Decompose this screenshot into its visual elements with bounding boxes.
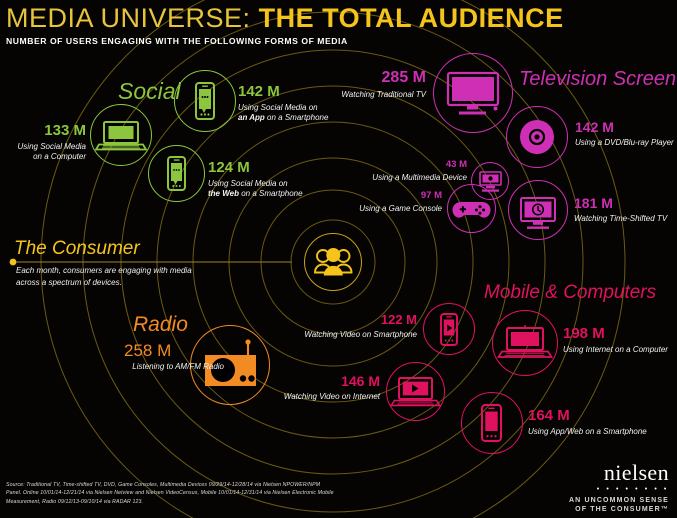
label-tv-traditional: 285 M Watching Traditional TV [332,70,426,100]
label-tv-dvd: 142 M Using a DVD/Blu-ray Player [575,120,674,148]
social-web-ring [148,145,205,202]
radio-value: 258 M [124,341,172,360]
logo-dots: • • • • • • • • [596,486,669,493]
gamepad-icon [452,202,491,218]
logo-tagline-line1: AN UNCOMMON SENSE [568,497,669,504]
radio-icon [205,339,256,386]
tv-gameconsole-ring [447,184,496,233]
radio-description: Listening to AM/FM Radio [132,362,224,371]
disc-icon [520,120,554,154]
mobile-appweb-value: 164 M [528,407,570,424]
social-web-desc-bold: the Web [208,189,239,198]
mobile-internet-pc-value: 198 M [563,325,605,342]
tv-dvd-value: 142 M [575,119,614,135]
mobile-video-phone-value: 122 M [380,312,417,327]
social-computer-desc-1: Using Social Media [17,142,86,151]
label-tv-multimedia: 43 M Using a Multimedia Device [352,160,467,183]
category-heading-mobile: Mobile & Computers [484,282,657,303]
mobile-video-net-desc: Watching Video on Internet [283,392,380,401]
nielsen-logo: nielsen • • • • • • • • AN UNCOMMON SENS… [569,462,669,515]
tv-timeshifted-value: 181 M [574,195,613,211]
mobile-internet-pc-ring [492,310,558,376]
tv-gameconsole-value: 97 M [420,190,442,201]
tv-traditional-desc: Watching Traditional TV [341,90,426,99]
category-heading-television: Television Screen [519,68,677,90]
social-app-desc-1: Using Social Media on [238,103,318,112]
laptop-icon [496,325,554,358]
social-app-desc-2: on a Smartphone [264,113,329,122]
tv-dvd-ring [506,106,568,168]
mobile-internet-pc-desc: Using Internet on a Computer [563,345,668,354]
social-web-value: 124 M [208,159,250,176]
social-computer-desc-2: on a Computer [33,152,86,161]
label-social-app: 142 M Using Social Media on an App on a … [238,84,328,123]
page-subtitle: NUMBER OF USERS ENGAGING WITH THE FOLLOW… [6,36,348,47]
tv-timeshifted-ring [508,180,568,240]
social-computer-value: 133 M [44,122,86,139]
consumer-title: The Consumer [14,238,140,259]
mobile-video-net-ring [386,362,445,421]
header: MEDIA UNIVERSE: THE TOTAL AUDIENCE NUMBE… [6,4,666,47]
radio-ring [190,325,270,405]
label-social-computer: 133 M Using Social Media on a Computer [0,123,86,162]
category-heading-radio: Radio [133,313,188,336]
tv-dvd-desc: Using a DVD/Blu-ray Player [575,138,674,147]
label-tv-gameconsole: 97 M Using a Game Console [340,191,442,214]
label-social-web: 124 M Using Social Media on the Web on a… [208,160,303,199]
consumer-hub-ring [304,233,362,291]
source-note: Source: Traditional TV, Time-shifted TV,… [6,482,334,505]
laptop-play-icon [389,377,442,407]
tv-clock-icon [520,197,556,229]
label-mobile-video-phone: 122 M Watching Video on Smartphone [278,313,417,340]
tv-timeshifted-desc: Watching Time-Shifted TV [574,214,668,223]
tv-traditional-value: 285 M [381,69,426,86]
tv-multimedia-value: 43 M [445,159,467,170]
smartphone-chat-icon [167,156,186,191]
title-thin: MEDIA UNIVERSE: [6,3,251,33]
logo-wordmark: nielsen [603,460,669,485]
label-mobile-video-net: 146 M Watching Video on Internet [258,374,380,402]
mobile-appweb-ring [461,392,523,454]
television-icon [446,71,500,115]
mobile-appweb-desc: Using App/Web on a Smartphone [528,427,647,436]
mobile-video-phone-desc: Watching Video on Smartphone [304,330,417,339]
consumer-description: Each month, consumers are engaging with … [16,266,192,287]
tv-gameconsole-desc: Using a Game Console [359,203,442,213]
smartphone-chat-icon [195,82,215,120]
smartphone-icon [481,404,502,442]
category-heading-social: Social [118,78,181,104]
laptop-icon [94,121,148,151]
label-tv-timeshifted: 181 M Watching Time-Shifted TV [574,196,667,224]
social-app-value: 142 M [238,83,280,100]
tv-multimedia-desc: Using a Multimedia Device [372,172,467,182]
mobile-video-net-value: 146 M [341,373,380,389]
smartphone-play-icon [440,313,458,346]
social-app-ring [174,70,236,132]
social-web-desc-1: Using Social Media on [208,179,288,188]
label-mobile-appweb: 164 M Using App/Web on a Smartphone [528,408,647,437]
mobile-video-phone-ring [423,303,475,355]
multimedia-device-icon [479,171,502,192]
label-mobile-internet-pc: 198 M Using Internet on a Computer [563,326,668,355]
social-app-desc-bold: an App [238,113,265,122]
title-bold: THE TOTAL AUDIENCE [258,3,564,33]
tv-traditional-ring [433,53,513,133]
logo-tagline-line2: OF THE CONSUMER™ [575,506,669,514]
people-group-icon [314,248,353,276]
page-title: MEDIA UNIVERSE: THE TOTAL AUDIENCE [6,4,666,32]
social-computer-ring [90,104,152,166]
social-web-desc-2: on a Smartphone [238,189,303,198]
